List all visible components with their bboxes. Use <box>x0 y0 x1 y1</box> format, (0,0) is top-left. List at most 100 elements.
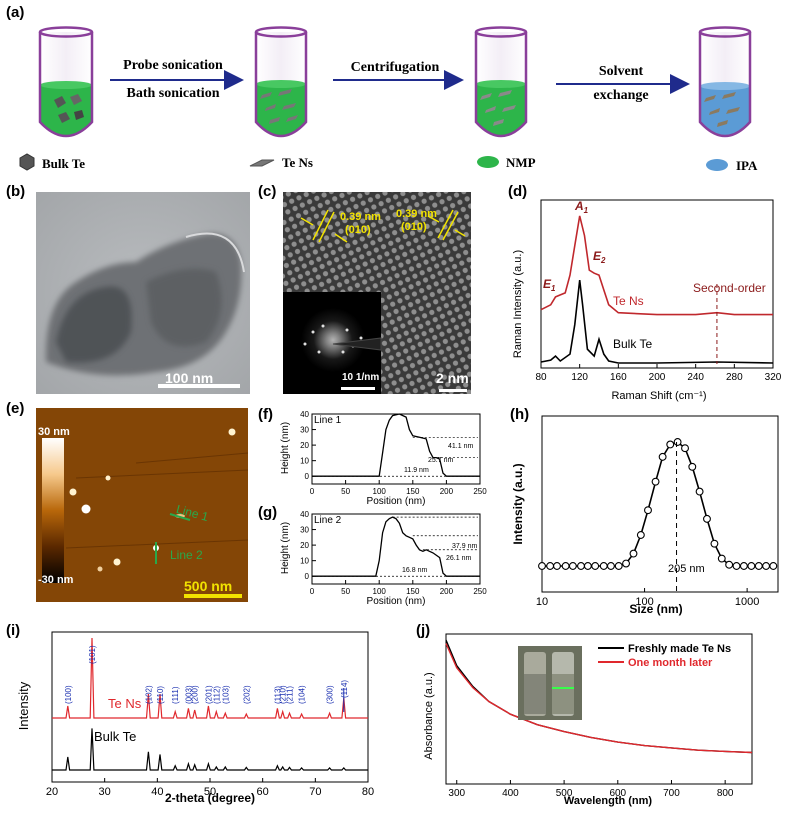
i-te-ns-line <box>52 637 368 719</box>
f-xtick-label: 250 <box>473 487 487 496</box>
panel-h-label: (h) <box>510 406 530 423</box>
i-peak-label: (100) <box>64 685 73 704</box>
f-xlabel: Position (nm) <box>367 496 426 507</box>
f-profile-line <box>312 413 480 477</box>
panel-d-label: (d) <box>508 183 528 200</box>
g-xtick-label: 250 <box>473 587 487 596</box>
i-peak-label: (201) <box>204 685 213 704</box>
raman-series-bulk: Bulk Te <box>613 337 652 351</box>
panel-f-label: (f) <box>258 406 273 423</box>
raman-peak-a1: A1 <box>574 199 589 215</box>
panel-c-label: (c) <box>258 183 277 200</box>
h-point <box>636 531 645 539</box>
height-profile-line2-chart: Height (nm) Position (nm) 0 50 100 150 200 25… <box>280 510 487 607</box>
h-point <box>599 562 608 570</box>
i-xlabel: 2-theta (degree) <box>165 791 255 805</box>
hrtem-scalebar-label: 2 nm <box>436 370 469 386</box>
f-ytick-label: 30 <box>300 426 309 435</box>
f-ytick-label: 20 <box>300 441 309 450</box>
xrd-chart: Intensity 2-theta (degree) 20 30 40 50 60 70 8… <box>16 631 374 805</box>
h-point <box>546 562 555 570</box>
afm-cb-top: 30 nm <box>38 426 70 438</box>
j-xtick-label: 300 <box>448 788 465 799</box>
afm-scalebar-label: 500 nm <box>184 578 233 594</box>
f-ytick-label: 0 <box>305 472 310 481</box>
h-point <box>688 462 697 471</box>
h-point <box>561 562 570 570</box>
g-xtick-label: 50 <box>341 587 350 596</box>
h-point <box>553 562 561 570</box>
step3-line2: exchange <box>593 88 649 103</box>
i-peak-label: (210) <box>279 685 288 704</box>
h-point <box>717 554 726 563</box>
i-peak-label: (211) <box>286 686 295 704</box>
h-ylabel: Intensity (a.u.) <box>511 463 525 544</box>
i-peak-label: (103) <box>221 685 230 704</box>
i-xtick-label: 30 <box>99 786 111 798</box>
h-point <box>614 562 623 570</box>
raman-xtick-label: 320 <box>765 372 782 383</box>
step3-line1: Solvent <box>598 64 644 79</box>
i-peak-label: (112) <box>212 686 221 704</box>
panel-g-label: (g) <box>258 504 278 521</box>
f-annot-3: 11.9 nm <box>404 467 429 474</box>
g-xlabel: Position (nm) <box>367 596 426 607</box>
tem-scalebar-label: 100 nm <box>165 370 214 386</box>
panel-b-label: (b) <box>6 183 26 200</box>
i-frame <box>51 631 369 783</box>
g-xtick-label: 150 <box>406 587 420 596</box>
f-frame <box>311 413 481 485</box>
i-xtick-label: 20 <box>46 786 58 798</box>
h-xlabel: Size (nm) <box>629 602 682 616</box>
h-xtick-label: 100 <box>635 596 653 608</box>
j-xtick-label: 500 <box>556 788 573 799</box>
h-xtick-label: 1000 <box>735 596 759 608</box>
raman-xlabel: Raman Shift (cm⁻¹) <box>611 390 706 402</box>
h-point <box>754 562 763 570</box>
g-profile-line <box>312 516 480 577</box>
j-month-line <box>445 643 753 754</box>
h-annot: 205 nm <box>668 563 705 575</box>
i-xtick-label: 70 <box>309 786 321 798</box>
raman-second-order: Second-order <box>693 281 766 295</box>
h-point <box>591 562 600 570</box>
g-xtick-label: 100 <box>373 587 387 596</box>
h-point <box>673 438 682 446</box>
f-line-title: Line 1 <box>314 415 342 426</box>
g-ylabel: Height (nm) <box>280 522 291 574</box>
g-ytick-label: 40 <box>300 510 309 519</box>
step1-line2: Bath sonication <box>126 86 220 101</box>
raman-series-te-ns: Te Ns <box>613 294 644 308</box>
bulk-te-icon <box>19 153 35 171</box>
raman-peak-e2: E2 <box>593 249 606 265</box>
i-peak-label: (111) <box>171 686 180 704</box>
h-point <box>658 452 667 461</box>
afm-scalebar <box>184 594 242 598</box>
hrtem-d2: 0.39 nm <box>396 208 437 220</box>
tube-2 <box>254 26 308 138</box>
raman-chart: Raman Intensity (a.u.) Raman Shift (cm⁻¹… <box>512 199 782 402</box>
hrtem-scalebar <box>439 389 467 392</box>
g-ytick-label: 30 <box>300 526 309 535</box>
g-line-title: Line 2 <box>314 515 342 526</box>
h-point <box>681 444 689 453</box>
raman-peak-e1: E1 <box>543 277 556 293</box>
f-xtick-label: 100 <box>373 487 387 496</box>
j-xtick-label: 700 <box>663 788 680 799</box>
j-xtick-label: 600 <box>609 788 626 799</box>
g-ytick-label: 0 <box>305 572 310 581</box>
i-peak-label: (200) <box>191 685 200 704</box>
i-series-te-ns: Te Ns <box>108 696 142 711</box>
raman-xtick-label: 280 <box>726 372 743 383</box>
afm-colorbar <box>42 438 64 583</box>
raman-ylabel: Raman Intensity (a.u.) <box>512 250 524 358</box>
h-point <box>703 514 711 523</box>
g-annot-2: 26.1 nm <box>446 555 471 562</box>
i-xtick-label: 40 <box>151 786 163 798</box>
tube-4 <box>698 26 752 138</box>
g-annot-1: 37.9 nm <box>452 543 477 550</box>
g-ytick-label: 10 <box>300 557 309 566</box>
i-xtick-label: 60 <box>257 786 269 798</box>
panel-a-schematic <box>19 26 752 171</box>
i-peak-label: (003) <box>184 685 193 704</box>
